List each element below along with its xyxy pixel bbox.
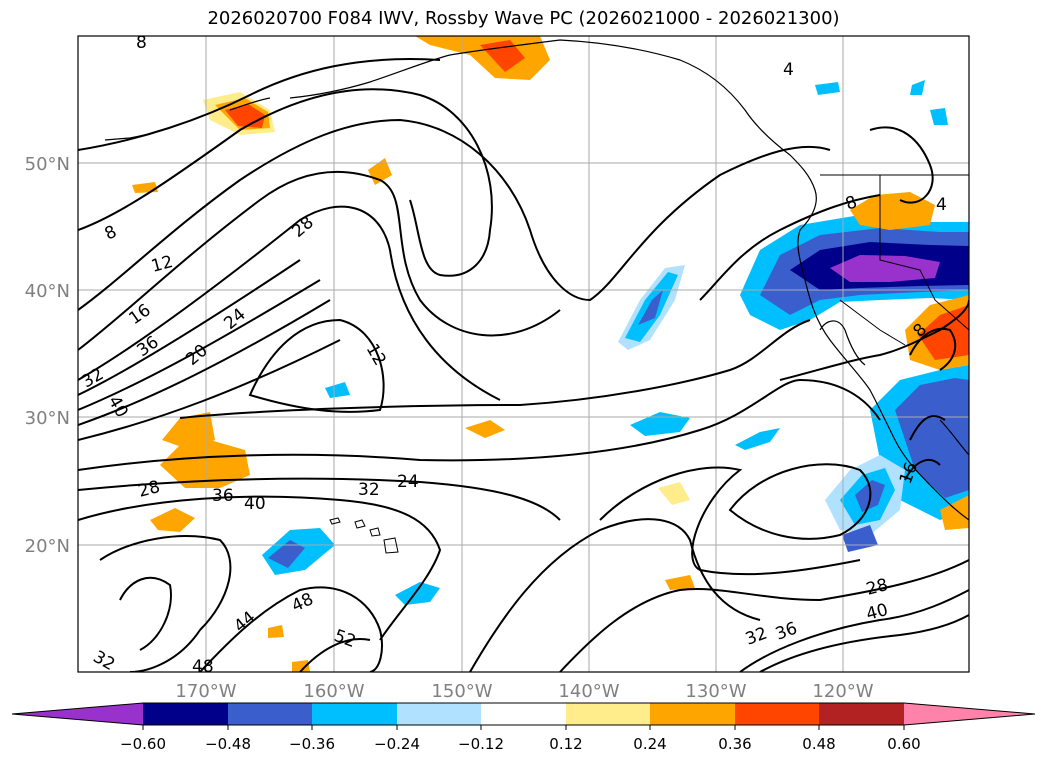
contour-label: 48 (192, 657, 214, 677)
lon-label: 130°W (685, 681, 746, 702)
positive-anomaly-patch (940, 495, 969, 530)
colorbar-segment (228, 703, 312, 725)
colorbar-tick-label: −0.48 (205, 735, 251, 753)
map-frame (77, 35, 970, 673)
positive-anomaly-patch (292, 660, 310, 672)
colorbar-tick-label: −0.60 (120, 735, 166, 753)
positive-anomaly-patch (665, 575, 695, 590)
positive-anomaly-patch (160, 440, 250, 488)
contour-label: 8 (136, 33, 147, 53)
negative-anomaly-patch (895, 378, 969, 498)
lat-label: 50°N (25, 154, 70, 175)
colorbar: −0.60 −0.48 −0.36 −0.24 −0.12 0.12 0.24 … (11, 702, 1036, 753)
negative-anomaly-patch (830, 255, 940, 282)
negative-anomaly-patch (930, 108, 948, 125)
lat-label: 20°N (25, 536, 70, 557)
negative-anomaly-patch (638, 290, 663, 325)
positive-anomaly-patch (658, 482, 690, 505)
lon-label: 150°W (431, 681, 492, 702)
lat-label: 30°N (25, 408, 70, 429)
map-title: 2026020700 F084 IWV, Rossby Wave PC (202… (207, 8, 840, 29)
colorbar-segment (312, 703, 397, 725)
iwv-contours (78, 58, 969, 672)
positive-anomaly-patch (465, 420, 505, 438)
lon-label: 170°W (175, 681, 236, 702)
contour-label: 4 (783, 60, 794, 80)
contour-label: 32 (358, 480, 380, 500)
colorbar-segment (566, 703, 650, 725)
colorbar-tick-label: −0.36 (289, 735, 335, 753)
contour-label: 40 (244, 494, 266, 514)
negative-anomaly-patch (325, 382, 350, 398)
negative-anomaly-patch (395, 582, 440, 605)
borders (820, 174, 969, 346)
lat-labels: 50°N 40°N 30°N 20°N (25, 154, 70, 557)
positive-anomaly-patch (162, 412, 215, 450)
colorbar-arrow-right (904, 703, 1035, 725)
negative-anomaly-patch (735, 428, 780, 450)
graticule (78, 36, 969, 672)
colorbar-segment (735, 703, 819, 725)
lon-label: 140°W (558, 681, 619, 702)
colorbar-tick-label: −0.12 (458, 735, 504, 753)
colorbar-segment (819, 703, 904, 725)
colorbar-tick-label: 0.24 (633, 735, 666, 753)
positive-anomaly-patch (268, 625, 284, 638)
negative-anomaly-patch (910, 80, 925, 95)
colorbar-tick-label: 0.36 (718, 735, 751, 753)
colorbar-tick-label: 0.12 (549, 735, 582, 753)
colorbar-segment (481, 703, 566, 725)
colorbar-tick-label: 0.48 (802, 735, 835, 753)
negative-anomaly-patch (815, 82, 840, 95)
positive-anomaly-patch (150, 508, 195, 532)
colorbar-segment (650, 703, 735, 725)
lon-label: 120°W (812, 681, 873, 702)
colorbar-tick-label: 0.60 (887, 735, 920, 753)
map-area (78, 36, 969, 672)
positive-anomaly-patch (480, 40, 525, 72)
lat-label: 40°N (25, 281, 70, 302)
negative-anomaly-patch (268, 540, 305, 568)
lon-label: 160°W (303, 681, 364, 702)
contour-label: 36 (212, 486, 234, 506)
hawaii-islands (329, 517, 399, 554)
contour-label: 4 (936, 195, 947, 215)
lon-labels: 170°W 160°W 150°W 140°W 130°W 120°W (175, 681, 873, 702)
colorbar-arrow-left (12, 703, 143, 725)
colorbar-tick-label: −0.24 (374, 735, 420, 753)
colorbar-segment (143, 703, 228, 725)
positive-anomaly-patch (415, 36, 550, 80)
colorbar-segment (397, 703, 481, 725)
negative-anomaly-patch (630, 412, 690, 436)
coastline (104, 39, 969, 521)
contour-label: 24 (397, 472, 419, 492)
